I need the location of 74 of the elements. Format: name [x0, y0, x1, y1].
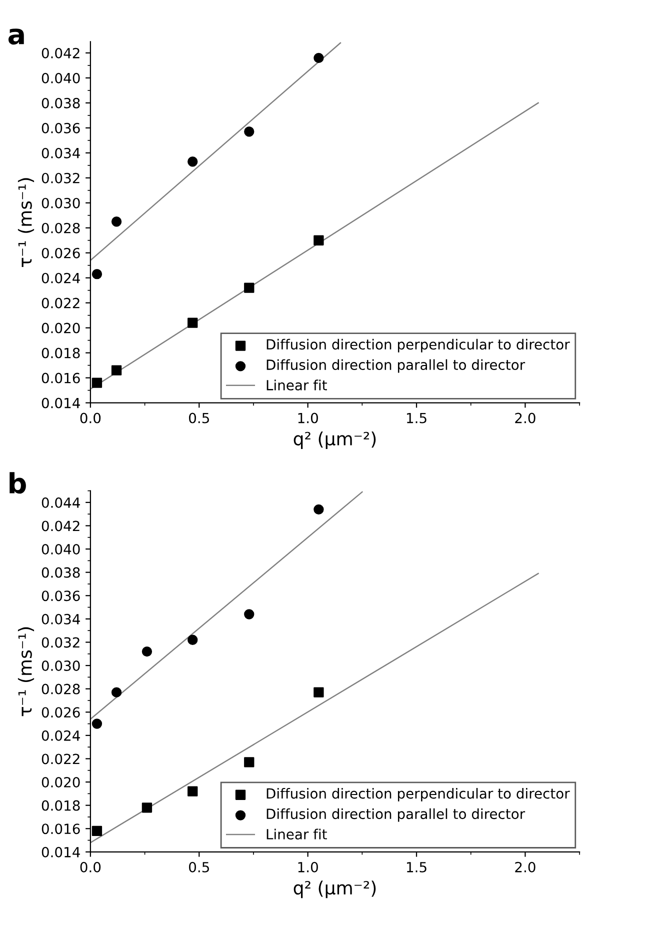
legend-label: Diffusion direction parallel to director [266, 359, 526, 373]
y-tick-label: 0.030 [42, 660, 80, 671]
point [314, 52, 324, 63]
point [92, 826, 102, 836]
y-tick-label: 0.036 [42, 590, 80, 602]
x-tick-label: 1.5 [407, 412, 426, 424]
y-tick-label: 0.042 [42, 48, 80, 58]
point [188, 318, 198, 328]
legend-label: Linear fit [266, 380, 327, 390]
y-tick-label: 0.038 [42, 98, 80, 108]
y-tick-label: 0.022 [42, 754, 80, 764]
y-tick-label: 0.040 [42, 544, 80, 555]
x-axis-title: q² (μm⁻²) [294, 880, 376, 898]
y-tick-label: 0.026 [42, 707, 80, 718]
x-tick-label: 2.0 [515, 862, 536, 872]
legend-label: Linear fit [266, 828, 327, 840]
point [244, 609, 254, 620]
point [92, 378, 102, 388]
y-tick-label: 0.034 [42, 148, 80, 158]
y-tick-label: 0.016 [42, 372, 80, 384]
y-tick-label: 0.028 [42, 222, 80, 234]
legend-label: Diffusion direction perpendicular to director [266, 788, 570, 802]
chart-title: a [8, 28, 24, 45]
y-tick-label: 0.036 [42, 122, 80, 134]
y-tick-label: 0.042 [42, 520, 80, 532]
x-tick-label: 1.0 [298, 412, 318, 424]
point [111, 365, 122, 376]
y-tick-label: 0.018 [42, 800, 80, 811]
point [142, 802, 152, 813]
x-tick-label: 1.5 [407, 862, 426, 872]
y-tick-label: 0.032 [42, 172, 80, 184]
chart-title: b [10, 472, 26, 494]
legend-label: Diffusion direction perpendicular to director [266, 338, 570, 352]
x-tick-label: 0.0 [80, 862, 101, 872]
x-axis-title: q² (μm⁻²) [294, 432, 376, 450]
point [188, 634, 198, 645]
point [314, 687, 324, 698]
y-tick-label: 0.040 [42, 72, 80, 84]
y-tick-label: 0.022 [42, 298, 80, 308]
legend-label: Diffusion direction parallel to director [266, 808, 526, 822]
point [244, 757, 254, 768]
y-tick-label: 0.028 [42, 684, 80, 694]
y-tick-label: 0.020 [42, 776, 80, 788]
point [188, 156, 198, 167]
point [244, 126, 254, 137]
y-tick-label: 0.024 [42, 730, 80, 741]
y-axis-title: τ⁻¹ (ms⁻¹) [18, 627, 34, 716]
y-tick-label: 0.026 [42, 248, 80, 258]
point [92, 269, 102, 280]
point [244, 282, 254, 293]
x-tick-label: 0.0 [80, 412, 101, 424]
y-tick-label: 0.044 [42, 497, 80, 508]
y-tick-label: 0.018 [42, 348, 80, 358]
y-axis-title: τ⁻¹ (ms⁻¹) [18, 178, 34, 267]
y-tick-label: 0.020 [42, 322, 80, 334]
point [111, 687, 122, 698]
x-tick-label: 0.5 [189, 862, 209, 872]
y-tick-label: 0.024 [42, 272, 80, 284]
y-tick-label: 0.014 [42, 846, 80, 858]
y-tick-label: 0.014 [42, 398, 80, 408]
point [142, 646, 152, 657]
point [92, 718, 102, 729]
x-tick-label: 0.5 [189, 412, 209, 424]
point [111, 216, 122, 227]
x-tick-label: 1.0 [298, 862, 318, 872]
point [314, 235, 324, 246]
point [188, 786, 198, 796]
y-tick-label: 0.030 [42, 198, 80, 208]
y-tick-label: 0.038 [42, 567, 80, 578]
x-tick-label: 2.0 [515, 412, 536, 424]
y-tick-label: 0.032 [42, 637, 80, 648]
y-tick-label: 0.016 [42, 824, 80, 834]
y-tick-label: 0.034 [42, 614, 80, 624]
point [314, 504, 324, 515]
